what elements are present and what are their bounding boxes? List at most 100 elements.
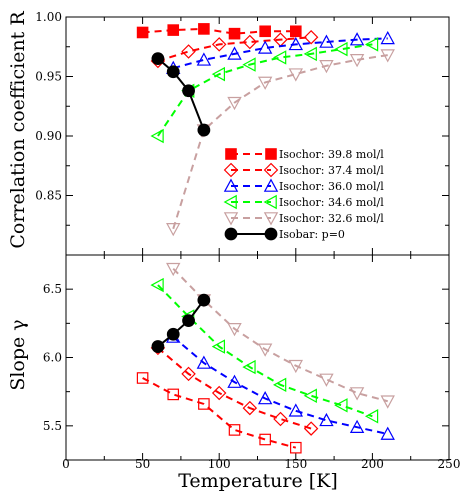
bottom-data-point [257, 391, 273, 405]
top-data-point [196, 52, 212, 66]
legend-entry-label: Isochor: 32.6 mol/l [279, 212, 384, 225]
x-tick-label: 100 [208, 457, 231, 471]
bottom-data-point [151, 340, 165, 353]
bottom-panel: 5.5 6.0 6.5 0 50 100 150 200 250 [43, 254, 461, 471]
legend-marker [223, 194, 237, 210]
legend-marker [265, 148, 277, 160]
bottom-data-point [198, 398, 210, 410]
top-y-tick-label: 0.90 [35, 129, 62, 143]
legend-marker [263, 194, 277, 210]
top-data-point [288, 68, 304, 82]
legend: Isochor: 39.8 mol/l Isochor: 37.4 mol/l Is… [223, 148, 384, 241]
top-y-tick-label: 1.00 [35, 10, 62, 24]
legend-marker [264, 227, 278, 241]
x-tick-label: 50 [135, 457, 150, 471]
bottom-data-point [196, 355, 212, 369]
legend-marker [263, 212, 279, 226]
x-tick-label: 150 [284, 457, 307, 471]
bottom-series-line [157, 284, 373, 418]
top-data-point [181, 44, 196, 59]
top-data-point [349, 32, 365, 46]
top-series-line [157, 57, 205, 131]
x-tick-label: 250 [438, 457, 461, 471]
top-data-point [197, 123, 211, 137]
top-series-line [142, 27, 296, 35]
bottom-panel-y-axis-label: Slope γ [7, 319, 29, 390]
bottom-data-point [349, 387, 365, 401]
bottom-data-point [197, 293, 211, 307]
top-data-point [211, 37, 227, 52]
top-data-point [334, 41, 348, 57]
legend-marker [223, 162, 239, 178]
bottom-data-point [259, 433, 271, 446]
top-data-point [257, 76, 273, 90]
top-data-point [227, 96, 242, 111]
top-data-point [228, 27, 241, 40]
bottom-series-0 [136, 372, 302, 454]
bottom-data-point [227, 323, 242, 337]
bottom-data-point [181, 366, 196, 382]
top-data-point [166, 65, 180, 79]
top-data-point [242, 57, 256, 72]
top-data-point [288, 36, 304, 51]
bottom-plot-frame [65, 254, 450, 461]
bottom-data-point [319, 373, 334, 387]
top-data-point [198, 23, 210, 35]
top-data-point [364, 37, 379, 52]
bottom-y-tick-label: 6.5 [43, 282, 62, 296]
top-series-line [172, 37, 388, 70]
bottom-data-point [166, 327, 180, 341]
bottom-data-point [349, 419, 365, 433]
bottom-data-point [380, 395, 395, 409]
bottom-data-point [211, 339, 225, 354]
top-data-point [150, 128, 164, 144]
top-series-2 [166, 30, 395, 74]
bottom-data-point [257, 343, 273, 357]
bottom-y-tick-label: 5.5 [43, 419, 62, 433]
top-data-point [242, 34, 258, 50]
legend-marker [225, 148, 237, 160]
top-data-point [227, 46, 242, 60]
bottom-data-point [380, 426, 395, 440]
bottom-data-point [319, 412, 334, 427]
top-data-point [257, 40, 273, 54]
legend-marker [224, 227, 238, 241]
x-tick-label: 0 [62, 457, 70, 471]
top-data-point [303, 29, 319, 45]
bottom-data-point [303, 421, 319, 436]
bottom-data-point [290, 441, 302, 454]
top-panel: 0.85 0.90 0.95 1.00 [35, 10, 450, 256]
top-plot-frame [65, 16, 450, 256]
bottom-y-tick-label: 6.0 [43, 351, 62, 365]
legend-entry-label: Isobar: p=0 [279, 228, 345, 241]
top-data-point [273, 50, 287, 65]
bottom-series-line [157, 299, 205, 348]
top-data-point [319, 59, 334, 74]
bottom-series-line [157, 347, 312, 430]
top-data-point [349, 54, 365, 68]
bottom-data-point [242, 359, 256, 375]
top-data-point [380, 30, 395, 45]
top-data-point [303, 46, 317, 62]
bottom-data-point [242, 400, 258, 416]
legend-entry-label: Isochor: 37.4 mol/l [279, 164, 384, 177]
top-data-point [182, 84, 195, 98]
top-data-point [259, 25, 271, 38]
bottom-data-point [334, 398, 348, 413]
legend-entry-label: Isochor: 36.0 mol/l [279, 180, 384, 193]
bottom-data-point [136, 372, 149, 384]
legend-marker [223, 178, 239, 192]
bottom-data-point [166, 262, 181, 277]
bottom-data-point [227, 374, 242, 388]
top-data-point [166, 223, 181, 237]
bottom-series-line [142, 377, 297, 449]
bottom-data-point [288, 359, 304, 374]
legend-marker [263, 178, 279, 192]
top-data-point [167, 24, 180, 36]
top-series-0 [136, 23, 302, 40]
top-data-point [151, 52, 165, 66]
bottom-data-point [273, 377, 287, 393]
bottom-data-point [288, 403, 304, 417]
top-series-5 [151, 52, 211, 137]
